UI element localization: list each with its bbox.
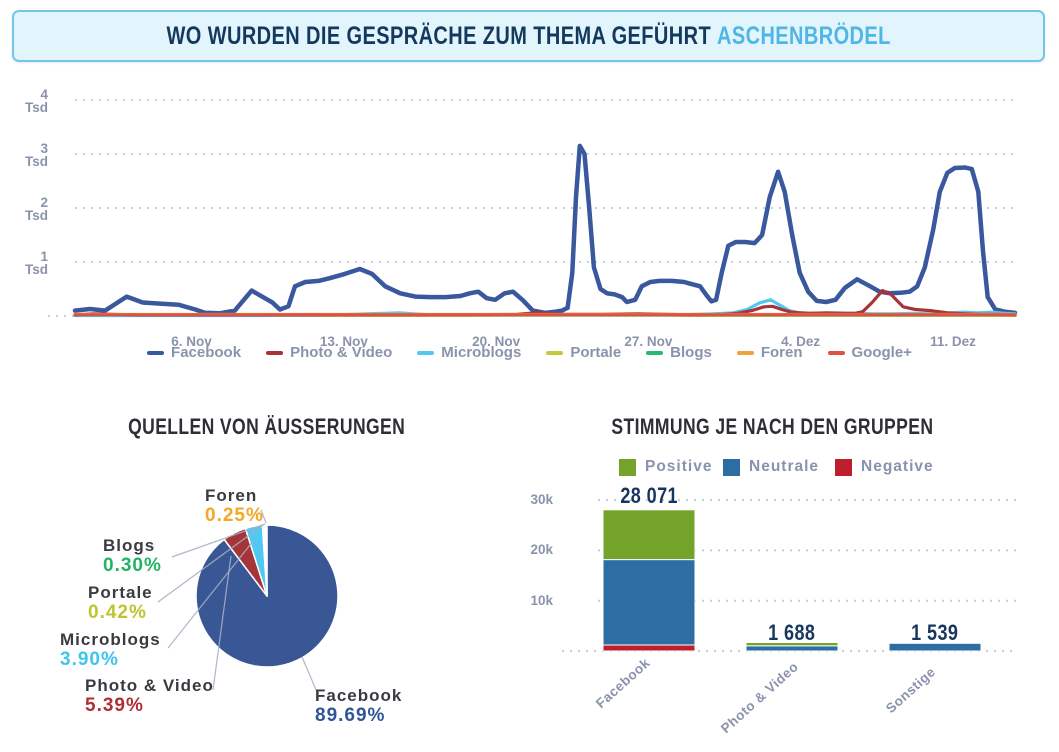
y-axis-tick: 2 Tsd (25, 195, 48, 223)
legend-swatch (736, 350, 754, 355)
legend-item-facebook[interactable]: Facebook (147, 344, 241, 361)
legend-swatch (827, 350, 845, 355)
legend-swatch (723, 458, 740, 476)
x-axis-tick: 6. Nov (171, 334, 212, 349)
bar-total-label: 1 688 (768, 620, 816, 645)
legend-label: Positive (645, 458, 713, 475)
bar-y-tick: 30k (530, 492, 553, 508)
pie-label-name: Portale (88, 583, 153, 602)
legend-item-positive[interactable]: Positive (619, 458, 712, 476)
legend-swatch (546, 350, 564, 355)
x-axis-tick: 13. Nov (319, 334, 368, 349)
pie-label-portale: Portale 0.42% (88, 583, 153, 623)
bar-y-tick: 20k (530, 542, 553, 558)
legend-item-neutrale[interactable]: Neutrale (723, 458, 819, 476)
pie-label-value: 0.42% (88, 602, 147, 623)
sentiment-bar-chart[interactable] (530, 455, 1059, 705)
y-axis-tick: 4 Tsd (25, 87, 48, 115)
bar-segment-neutrale-facebook[interactable] (602, 559, 696, 646)
x-axis-tick: 4. Dez (781, 334, 821, 349)
pie-callout-line (167, 539, 255, 649)
timeline-legend: Facebook Photo & Video Microblogs Portale Bl… (0, 344, 1059, 361)
x-axis-tick: 20. Nov (472, 334, 521, 349)
x-axis-tick: 27. Nov (624, 334, 673, 349)
pie-callout-line (212, 555, 232, 691)
y-axis-tick: 3 Tsd (25, 141, 48, 169)
pie-label-value: 5.39% (85, 695, 144, 716)
banner-highlight: ASCHENBRÖDEL (716, 21, 891, 50)
legend-item-portale[interactable]: Portale (546, 344, 621, 361)
pie-title-text: QUELLEN VON ÄUSSERUNGEN (128, 414, 406, 439)
bar-section-title: STIMMUNG JE NACH DEN GRUPPEN (545, 414, 1000, 440)
y-axis-tick: 1 Tsd (25, 249, 48, 277)
pie-label-name: Facebook (315, 686, 403, 705)
pie-label-blogs: Blogs 0.30% (103, 536, 162, 576)
pie-label-name: Blogs (103, 536, 156, 555)
pie-label-value: 89.69% (315, 705, 386, 726)
legend-label: Facebook (171, 344, 242, 361)
pie-label-name: Foren (205, 486, 258, 505)
pie-label-name: Photo & Video (85, 676, 214, 695)
legend-swatch (619, 458, 636, 476)
legend-label: Neutrale (749, 458, 820, 475)
timeline-chart[interactable] (0, 85, 1059, 325)
banner-title: WO WURDEN DIE GESPRÄCHE ZUM THEMA GEFÜHR… (166, 21, 711, 50)
pie-label-value: 3.90% (60, 649, 119, 670)
bar-y-tick: 10k (530, 592, 553, 608)
pie-callout-line (157, 524, 264, 603)
legend-label: Blogs (670, 344, 712, 361)
bar-total-label: 1 539 (911, 620, 959, 645)
bar-total-label: 28 071 (620, 483, 678, 508)
pie-slice-foren[interactable] (264, 524, 268, 597)
pie-label-foren: Foren 0.25% (205, 486, 264, 526)
banner-text: WO WURDEN DIE GESPRÄCHE ZUM THEMA GEFÜHR… (166, 22, 890, 51)
sources-pie-chart[interactable] (55, 460, 485, 740)
legend-label: Negative (861, 458, 934, 475)
bar-segment-positive-photo-video[interactable] (745, 642, 839, 647)
legend-swatch (646, 350, 664, 355)
pie-callout-line (260, 509, 267, 524)
legend-label: Foren (760, 344, 803, 361)
legend-swatch (835, 458, 852, 476)
legend-item-google-[interactable]: Google+ (827, 344, 912, 361)
legend-item-blogs[interactable]: Blogs (646, 344, 712, 361)
pie-label-facebook: Facebook 89.69% (315, 686, 402, 726)
series-line-facebook[interactable] (72, 143, 1018, 316)
legend-label: Google+ (851, 344, 912, 361)
bar-segment-neutrale-photo-video[interactable] (745, 645, 839, 652)
pie-callout-line (301, 656, 318, 693)
legend-item-negative[interactable]: Negative (835, 458, 934, 476)
legend-label: Microblogs (441, 344, 522, 361)
pie-label-name: Microblogs (60, 630, 161, 649)
pie-label-value: 0.25% (205, 505, 264, 526)
legend-swatch (266, 350, 284, 355)
legend-item-microblogs[interactable]: Microblogs (417, 344, 521, 361)
pie-label-value: 0.30% (103, 555, 162, 576)
legend-swatch (147, 350, 165, 355)
legend-item-foren[interactable]: Foren (736, 344, 803, 361)
pie-label-photo-video: Photo & Video 5.39% (85, 676, 214, 716)
x-axis-tick: 11. Dez (930, 334, 976, 349)
bar-segment-negative-facebook[interactable] (602, 644, 696, 652)
pie-section-title: QUELLEN VON ÄUSSERUNGEN (60, 414, 474, 440)
pie-label-microblogs: Microblogs 3.90% (60, 630, 161, 670)
bar-segment-neutrale-sonstige[interactable] (888, 642, 982, 652)
legend-label: Photo & Video (290, 344, 393, 361)
bar-segment-positive-facebook[interactable] (602, 509, 696, 561)
legend-label: Portale (570, 344, 622, 361)
pie-callout-line (171, 523, 266, 558)
legend-swatch (417, 350, 435, 355)
header-banner: WO WURDEN DIE GESPRÄCHE ZUM THEMA GEFÜHR… (12, 10, 1045, 62)
bar-title-text: STIMMUNG JE NACH DEN GRUPPEN (611, 414, 934, 439)
legend-item-photo-video[interactable]: Photo & Video (266, 344, 392, 361)
